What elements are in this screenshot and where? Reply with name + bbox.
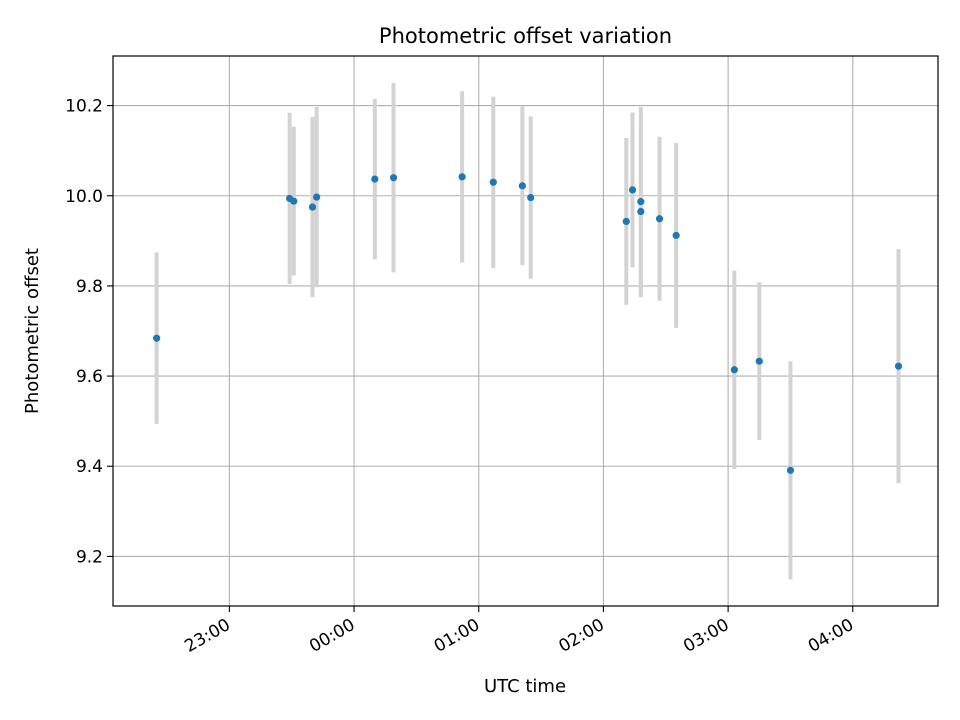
y-tick-label: 10.0 [65, 187, 103, 207]
data-point [786, 466, 795, 474]
data-point [308, 203, 317, 211]
data-point [313, 193, 321, 201]
data-point [637, 207, 645, 216]
data-point [527, 193, 535, 202]
data-point [371, 175, 379, 183]
y-axis-title: Photometric offset [22, 248, 43, 414]
data-points [153, 173, 903, 474]
data-point [655, 215, 664, 223]
chart-title: Photometric offset variation [379, 24, 672, 48]
data-point [628, 186, 637, 194]
data-point [894, 362, 903, 370]
data-point [489, 178, 497, 186]
y-tick-label: 9.6 [76, 367, 103, 387]
data-point [672, 231, 680, 240]
y-tick-label: 9.4 [76, 457, 103, 477]
data-point [458, 173, 466, 181]
y-tick-label: 9.8 [76, 277, 103, 297]
y-tick-label: 10.2 [65, 97, 103, 117]
data-point [290, 197, 298, 205]
data-point [389, 174, 398, 182]
data-point [622, 217, 630, 226]
x-axis-title: UTC time [484, 676, 566, 697]
plot-frame [112, 55, 939, 607]
y-axis: 9.2 9.4 9.6 9.8 10.0 10.2 [65, 97, 113, 567]
data-point [518, 182, 526, 190]
data-point [153, 334, 161, 342]
data-point [755, 357, 763, 365]
data-point [730, 366, 738, 374]
grid [113, 56, 938, 606]
data-point [637, 198, 645, 206]
y-tick-label: 9.2 [76, 547, 103, 567]
